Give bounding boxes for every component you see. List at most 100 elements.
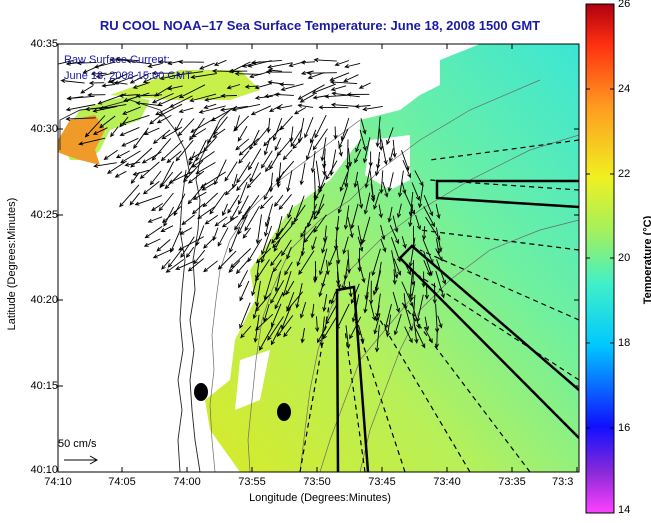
x-tick-label: 74:00	[173, 476, 201, 488]
current-vector	[328, 247, 337, 267]
radial-line	[344, 329, 366, 472]
plot-frame	[57, 43, 580, 473]
current-vector	[187, 170, 205, 184]
current-vector	[195, 225, 205, 247]
current-vector	[261, 225, 273, 256]
current-vector	[354, 149, 362, 164]
current-vector	[273, 238, 281, 253]
coastline-inner	[177, 169, 187, 472]
current-vector	[164, 171, 183, 190]
current-vector	[263, 137, 271, 156]
current-vector	[313, 214, 327, 234]
current-vector	[373, 192, 380, 210]
current-vector	[255, 214, 262, 245]
current-vector	[203, 103, 217, 109]
sst-northern-patch	[110, 70, 260, 100]
current-vector	[163, 206, 175, 227]
current-vector	[191, 151, 215, 168]
current-vector	[134, 195, 163, 206]
current-vector	[374, 159, 380, 177]
current-vector	[238, 150, 250, 164]
y-tick-label: 40:20	[30, 294, 58, 306]
current-vector	[270, 280, 285, 305]
current-vector	[386, 127, 394, 146]
current-vector	[278, 194, 292, 211]
current-vector	[187, 182, 207, 205]
current-vector	[374, 324, 380, 353]
current-vector	[188, 150, 205, 161]
current-vector	[293, 107, 307, 115]
current-vector	[254, 95, 273, 100]
current-vector	[249, 129, 260, 151]
current-vector	[259, 325, 274, 351]
current-vector	[244, 205, 260, 232]
current-vector	[330, 85, 347, 92]
current-vector	[90, 71, 107, 77]
current-vector	[119, 126, 140, 137]
current-vector	[402, 160, 411, 179]
current-vector	[103, 149, 118, 160]
current-vector	[177, 118, 195, 137]
current-vector	[330, 291, 337, 305]
current-vector	[270, 325, 282, 346]
current-vector	[156, 239, 171, 252]
current-vector	[224, 161, 238, 182]
current-vector	[132, 82, 150, 89]
current-vector	[95, 71, 117, 79]
current-vector	[423, 260, 431, 277]
current-vector	[378, 128, 384, 151]
current-vector	[333, 126, 338, 140]
current-vector	[239, 302, 251, 329]
current-vector	[200, 171, 226, 189]
sst-field	[58, 44, 579, 472]
current-vector	[265, 160, 273, 173]
current-vector	[118, 93, 139, 98]
current-vector	[93, 162, 117, 168]
current-vector	[310, 151, 316, 174]
current-vector	[370, 183, 376, 203]
current-vector	[160, 171, 174, 188]
current-vector	[384, 303, 392, 330]
current-vector	[357, 236, 364, 252]
current-vector	[214, 159, 227, 186]
current-vector	[229, 227, 241, 254]
current-vector	[356, 180, 364, 210]
current-vector	[318, 248, 328, 276]
x-tick-label: 73:40	[433, 476, 461, 488]
radial-line	[419, 249, 579, 321]
current-vector	[413, 316, 419, 344]
current-vector	[173, 193, 186, 217]
current-vector	[167, 248, 184, 268]
current-vector	[363, 192, 371, 215]
colorbar-label: Temperature (°C)	[642, 215, 651, 305]
current-vector	[260, 150, 273, 169]
current-vector	[255, 259, 270, 282]
current-vector	[203, 260, 218, 273]
current-vector	[353, 171, 359, 189]
colorbar-tick-label: 20	[618, 252, 631, 264]
current-vector	[297, 103, 314, 108]
current-vector	[220, 93, 237, 98]
current-vector	[423, 206, 435, 228]
current-vector	[213, 59, 227, 66]
current-vector	[244, 84, 259, 89]
current-vector	[255, 313, 274, 331]
current-vector	[99, 115, 116, 129]
current-vector	[290, 204, 306, 226]
current-vector	[197, 206, 216, 220]
current-vector	[151, 138, 172, 161]
current-vector	[228, 260, 241, 273]
current-vector	[321, 236, 328, 254]
current-vector	[300, 327, 305, 344]
current-vector	[234, 205, 251, 231]
current-vector	[149, 115, 160, 125]
current-vector	[170, 228, 182, 254]
current-vector	[344, 161, 351, 188]
current-vector	[187, 258, 204, 272]
current-vector	[324, 94, 348, 99]
current-vector	[322, 160, 327, 176]
current-vector	[66, 95, 95, 101]
current-vector	[413, 324, 426, 349]
current-vector	[152, 129, 171, 144]
current-label: Raw Surface Current:	[64, 54, 170, 66]
